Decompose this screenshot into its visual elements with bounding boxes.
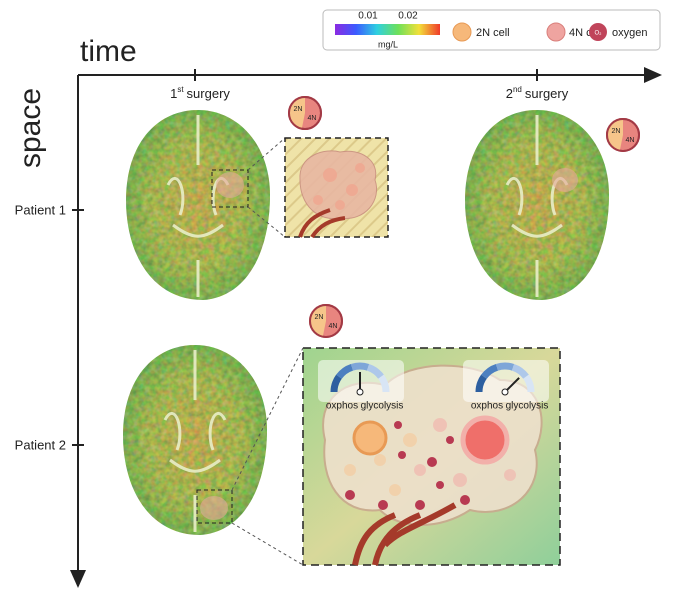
colorbar-tick: 0.02: [398, 11, 418, 22]
gauge-segment: [350, 362, 370, 371]
pie-2n: [606, 118, 623, 151]
zoom-line: [231, 347, 304, 491]
zoom-region: [211, 169, 249, 208]
gauge-segment: [481, 363, 499, 379]
pie-label: 2N: [315, 314, 324, 321]
cells: [313, 163, 365, 210]
pie-border: [606, 118, 640, 152]
tumor: [200, 496, 228, 520]
ordinal: 1: [170, 86, 177, 101]
cells: [344, 418, 516, 496]
pie-label: 4N: [329, 323, 338, 330]
zoom-line: [231, 522, 304, 566]
colorbar: [335, 24, 440, 35]
gauge-hub: [356, 388, 364, 396]
tumor: [552, 168, 578, 192]
gauge-segment: [378, 374, 390, 393]
legend-icon: [452, 22, 472, 42]
legend-label: oxygen: [612, 27, 647, 39]
pie-label: 4N: [626, 137, 635, 144]
oxygen-dots: [345, 421, 470, 510]
patient-label: Patient 2: [15, 437, 66, 452]
gauge-segment: [336, 363, 354, 379]
zoom-line: [247, 137, 286, 171]
gauge-segment: [330, 374, 342, 393]
brain-map: [123, 345, 267, 535]
timepoint-label: 2nd surgery: [506, 85, 569, 101]
gauge-segment: [495, 362, 515, 371]
legend-icon-text: O₂: [595, 31, 603, 37]
pie-2n: [288, 96, 305, 129]
patient-label: Patient 1: [15, 202, 66, 217]
gauge-label: glycolysis: [361, 401, 404, 412]
gauge-label: oxphos: [326, 401, 358, 412]
cell-2n: [352, 420, 388, 456]
gauge-segment: [511, 363, 529, 379]
y-axis-label: space: [14, 88, 47, 168]
zoom-region: [196, 489, 233, 524]
gauge-label: glycolysis: [506, 401, 549, 412]
vessel: [352, 502, 457, 566]
gauge-segment: [475, 374, 487, 393]
gauge-hub: [501, 388, 509, 396]
legend-box: [322, 9, 661, 51]
cell-4n: [460, 415, 510, 465]
vessel: [298, 208, 346, 239]
pie-border: [309, 304, 343, 338]
legend-icon: [589, 23, 607, 41]
ordinal-suffix: st: [177, 85, 184, 94]
pie-label: 2N: [294, 106, 303, 113]
ordinal: 2: [506, 86, 513, 101]
gauge-label: oxphos: [471, 401, 503, 412]
timepoint-text: surgery: [525, 86, 569, 101]
timepoint-text: surgery: [187, 86, 231, 101]
gauge-segment: [366, 363, 384, 379]
pie-border: [288, 96, 322, 130]
tumor: [216, 172, 244, 198]
legend-icon: [546, 22, 566, 42]
legend-label: 2N cell: [476, 27, 510, 39]
gauge-segment: [523, 374, 535, 393]
zoom-line: [247, 206, 286, 238]
x-axis-label: time: [80, 35, 137, 68]
colorbar-unit: mg/L: [378, 39, 398, 49]
pie-2n: [309, 305, 326, 337]
pie-label: 4N: [308, 115, 317, 122]
brain-map: [465, 110, 609, 300]
pie-label: 2N: [612, 128, 621, 135]
ordinal-suffix: nd: [513, 85, 522, 94]
colorbar-tick: 0.01: [358, 11, 378, 22]
timepoint-label: 1st surgery: [170, 85, 230, 101]
